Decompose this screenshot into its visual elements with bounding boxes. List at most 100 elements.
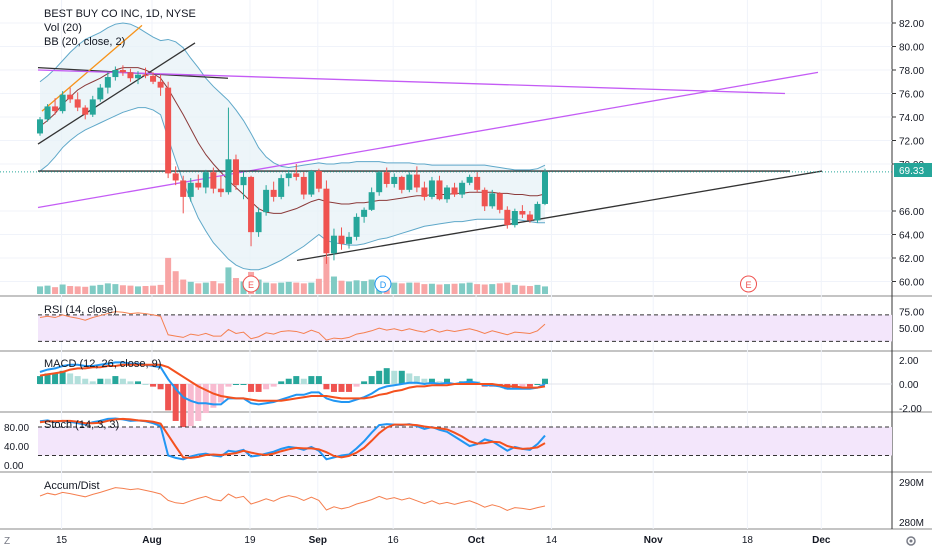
candle-body[interactable] (391, 176, 398, 184)
macd-histogram-bar (37, 376, 43, 384)
event-marker-e[interactable] (740, 275, 758, 293)
candle-body[interactable] (157, 81, 164, 88)
candle-body[interactable] (436, 180, 443, 200)
volume-bar (134, 286, 141, 294)
candle-body[interactable] (376, 172, 383, 193)
candle-body[interactable] (59, 94, 66, 112)
candle-body[interactable] (338, 235, 345, 244)
candle-body[interactable] (127, 72, 134, 79)
candle-body[interactable] (315, 171, 322, 189)
candle-body[interactable] (52, 106, 59, 112)
candle-body[interactable] (142, 74, 149, 76)
settings-gear-icon[interactable] (906, 536, 916, 546)
price-tick-label: 62.00 (899, 254, 924, 265)
candle-body[interactable] (293, 173, 300, 177)
candle-body[interactable] (278, 178, 285, 197)
candle-body[interactable] (240, 176, 247, 186)
candle-body[interactable] (511, 211, 518, 226)
candle-body[interactable] (406, 174, 413, 190)
candle-body[interactable] (496, 193, 503, 210)
candle-body[interactable] (217, 188, 224, 193)
stoch-legend: Stoch (14, 3, 3) (44, 419, 119, 431)
candle-body[interactable] (150, 75, 157, 82)
volume-bar (300, 283, 307, 294)
candle-body[interactable] (195, 182, 202, 188)
volume-bar (398, 283, 405, 294)
candle-body[interactable] (263, 189, 270, 213)
candle-body[interactable] (67, 94, 74, 100)
trendline-purple-rising[interactable] (37, 71, 819, 209)
candle-body[interactable] (187, 182, 194, 197)
trendline-purple-falling[interactable] (37, 69, 786, 95)
trendline-rising-black[interactable] (37, 42, 196, 145)
candle-body[interactable] (104, 77, 111, 88)
candle-body[interactable] (270, 189, 277, 197)
rsi-pane[interactable] (38, 311, 892, 342)
candle-body[interactable] (248, 176, 255, 233)
candle-body[interactable] (37, 119, 43, 134)
candle-body[interactable] (534, 203, 541, 221)
stoch-tick-label: 40.00 (4, 442, 29, 453)
candle-body[interactable] (134, 74, 141, 79)
candle-body[interactable] (526, 214, 533, 221)
candle-body[interactable] (474, 176, 481, 190)
candle-body[interactable] (119, 70, 126, 73)
x-tick-label: 19 (244, 535, 256, 546)
volume-bar (323, 256, 330, 294)
timezone-icon[interactable]: Z (4, 536, 10, 547)
event-marker-d[interactable] (374, 275, 392, 293)
candle-body[interactable] (466, 176, 473, 183)
candle-body[interactable] (489, 193, 496, 207)
macd-histogram-bar (300, 378, 307, 384)
candle-body[interactable] (459, 182, 466, 195)
accum-dist-pane[interactable] (39, 487, 546, 511)
candle-body[interactable] (330, 235, 337, 254)
candle-body[interactable] (323, 188, 330, 254)
candle-body[interactable] (300, 176, 307, 195)
candle-body[interactable] (428, 180, 435, 197)
candle-body[interactable] (519, 211, 526, 215)
macd-pane[interactable] (37, 361, 892, 429)
trendline-support-black[interactable] (296, 170, 823, 261)
volume-bar (97, 284, 104, 294)
volume-bar (172, 271, 179, 294)
candle-body[interactable] (82, 107, 89, 115)
vol-legend: Vol (20) (44, 22, 82, 34)
candle-body[interactable] (255, 212, 262, 233)
candle-body[interactable] (202, 172, 209, 188)
candle-body[interactable] (421, 187, 428, 197)
candle-body[interactable] (444, 187, 451, 200)
stoch-pane[interactable] (38, 417, 892, 461)
event-marker-e[interactable] (242, 275, 260, 293)
candle-body[interactable] (89, 99, 96, 115)
candle-body[interactable] (44, 106, 51, 120)
candle-body[interactable] (74, 99, 81, 108)
candle-body[interactable] (413, 174, 420, 188)
candle-body[interactable] (346, 236, 353, 244)
candle-body[interactable] (383, 172, 390, 184)
candle-body[interactable] (225, 159, 232, 193)
candle-body[interactable] (504, 209, 511, 226)
candle-body[interactable] (210, 172, 217, 189)
candle-body[interactable] (180, 180, 187, 197)
volume-bar (353, 280, 360, 294)
candle-body[interactable] (285, 173, 292, 179)
candle-body[interactable] (232, 159, 239, 186)
candle-body[interactable] (112, 70, 119, 78)
candle-body[interactable] (353, 216, 360, 237)
candle-body[interactable] (97, 87, 104, 100)
candle-body[interactable] (368, 192, 375, 210)
candle-body[interactable] (542, 171, 548, 204)
candle-body[interactable] (451, 187, 458, 195)
candle-body[interactable] (398, 176, 405, 190)
trendline-orange[interactable] (41, 24, 143, 112)
candle-body[interactable] (165, 87, 172, 174)
volume-bar (504, 282, 511, 294)
macd-histogram-bar (376, 370, 383, 384)
candle-body[interactable] (361, 209, 368, 217)
candle-body[interactable] (308, 171, 315, 195)
candle-body[interactable] (481, 189, 488, 207)
candle-body[interactable] (172, 173, 179, 181)
